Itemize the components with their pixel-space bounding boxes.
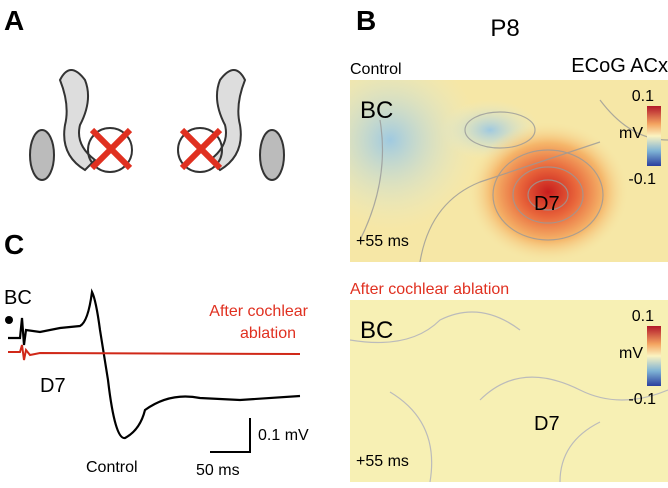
subtitle: ECoG ACx bbox=[571, 55, 668, 77]
control-label: Control bbox=[86, 459, 138, 476]
colorbar bbox=[647, 106, 661, 166]
ear-left bbox=[29, 69, 133, 181]
whisker-label: D7 bbox=[534, 413, 560, 435]
colorbar-unit: mV bbox=[619, 125, 643, 142]
whisker-label: BC bbox=[360, 317, 393, 344]
map-heading: Control bbox=[350, 61, 402, 78]
scale-x: 50 ms bbox=[196, 462, 240, 479]
scale-bar bbox=[210, 418, 251, 453]
control-trace bbox=[8, 288, 301, 440]
colorbar-min: -0.1 bbox=[628, 391, 656, 408]
ablation-trace bbox=[8, 344, 301, 361]
whisker-label: BC bbox=[360, 97, 393, 124]
title: P8 bbox=[490, 15, 519, 42]
stimulus-marker bbox=[5, 316, 13, 324]
whisker-label: D7 bbox=[534, 193, 560, 215]
ablation-marks bbox=[89, 127, 223, 171]
ablation-label: After cochlear bbox=[209, 303, 308, 320]
panel-label: A bbox=[4, 5, 24, 36]
panel-label: C bbox=[4, 229, 24, 260]
time-label: +55 ms bbox=[356, 233, 409, 250]
ablation-label: ablation bbox=[240, 325, 296, 342]
time-label: +55 ms bbox=[356, 453, 409, 470]
ear-right bbox=[177, 69, 285, 181]
colorbar-max: 0.1 bbox=[632, 308, 654, 325]
ablation-map bbox=[350, 300, 668, 482]
stimulus-label: BC bbox=[4, 287, 32, 309]
control-map bbox=[350, 80, 668, 262]
colorbar-max: 0.1 bbox=[632, 88, 654, 105]
panel-label: B bbox=[356, 5, 376, 36]
map-heading: After cochlear ablation bbox=[350, 281, 509, 298]
colorbar bbox=[647, 326, 661, 386]
colorbar-min: -0.1 bbox=[628, 171, 656, 188]
response-label: D7 bbox=[40, 375, 66, 397]
scale-y: 0.1 mV bbox=[258, 427, 309, 444]
colorbar-unit: mV bbox=[619, 345, 643, 362]
